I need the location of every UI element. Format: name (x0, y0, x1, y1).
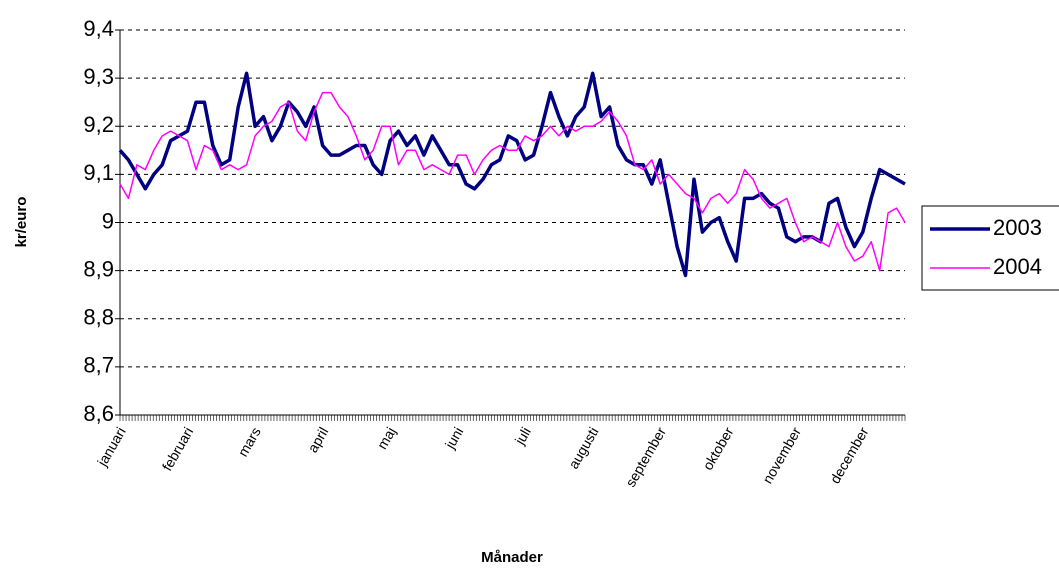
x-axis-title: Månader (481, 549, 543, 566)
x-tick-label: mars (234, 424, 263, 459)
x-tick-label: januari (93, 424, 128, 469)
x-tick-label: juni (441, 424, 466, 452)
x-tick-label: september (622, 424, 669, 490)
x-tick-label: april (304, 424, 331, 455)
y-tick-label: 8,9 (83, 256, 114, 281)
y-axis-title: kr/euro (13, 197, 30, 248)
x-tick-label: december (827, 424, 872, 486)
legend-label: 2003 (993, 215, 1042, 240)
x-tick-label: maj (374, 424, 399, 452)
y-tick-label: 8,7 (83, 353, 114, 378)
y-tick-label: 9,4 (83, 16, 114, 41)
y-tick-label: 9 (102, 208, 114, 233)
x-tick-label: februari (159, 424, 197, 473)
x-tick-label: oktober (699, 424, 736, 473)
y-tick-label: 8,8 (83, 305, 114, 330)
y-tick-label: 9,2 (83, 112, 114, 137)
y-tick-label: 9,3 (83, 64, 114, 89)
y-tick-label: 8,6 (83, 401, 114, 426)
x-tick-label: augusti (565, 424, 601, 471)
series-line (119, 91, 906, 272)
legend-label: 2004 (993, 254, 1042, 279)
y-tick-label: 9,1 (83, 160, 114, 185)
x-tick-label: november (759, 424, 804, 486)
x-tick-label: juli (511, 424, 534, 448)
legend-box (921, 205, 1059, 291)
